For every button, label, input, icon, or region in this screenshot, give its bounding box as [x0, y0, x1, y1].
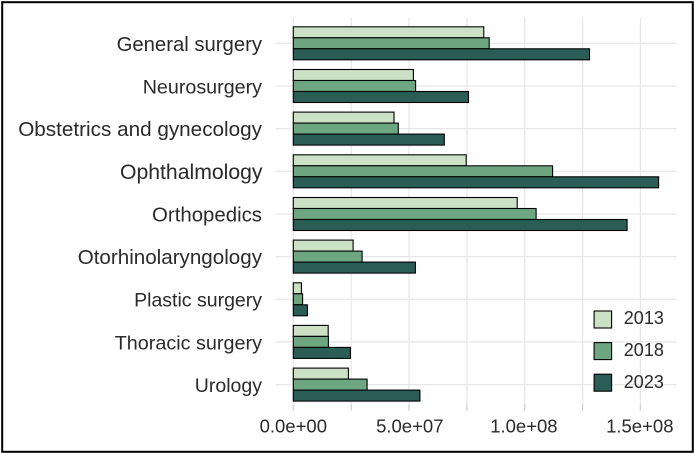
- svg-text:2023: 2023: [624, 372, 664, 392]
- svg-text:0.0e+00: 0.0e+00: [260, 416, 327, 437]
- svg-text:Ophthalmology: Ophthalmology: [120, 161, 263, 184]
- svg-text:Orthopedics: Orthopedics: [152, 204, 262, 226]
- svg-text:General surgery: General surgery: [117, 34, 263, 56]
- svg-text:Obstetrics and gynecology: Obstetrics and gynecology: [18, 118, 262, 141]
- svg-text:1.0e+08: 1.0e+08: [490, 416, 557, 437]
- svg-text:Urology: Urology: [195, 375, 262, 397]
- svg-text:1.5e+08: 1.5e+08: [606, 416, 673, 437]
- svg-text:2013: 2013: [624, 308, 664, 328]
- svg-text:Otorhinolaryngology: Otorhinolaryngology: [78, 246, 263, 269]
- svg-text:Plastic surgery: Plastic surgery: [134, 290, 262, 312]
- svg-text:5.0e+07: 5.0e+07: [376, 416, 443, 437]
- svg-text:Neurosurgery: Neurosurgery: [143, 76, 262, 98]
- svg-text:2018: 2018: [624, 340, 664, 360]
- svg-text:Thoracic surgery: Thoracic surgery: [115, 332, 262, 354]
